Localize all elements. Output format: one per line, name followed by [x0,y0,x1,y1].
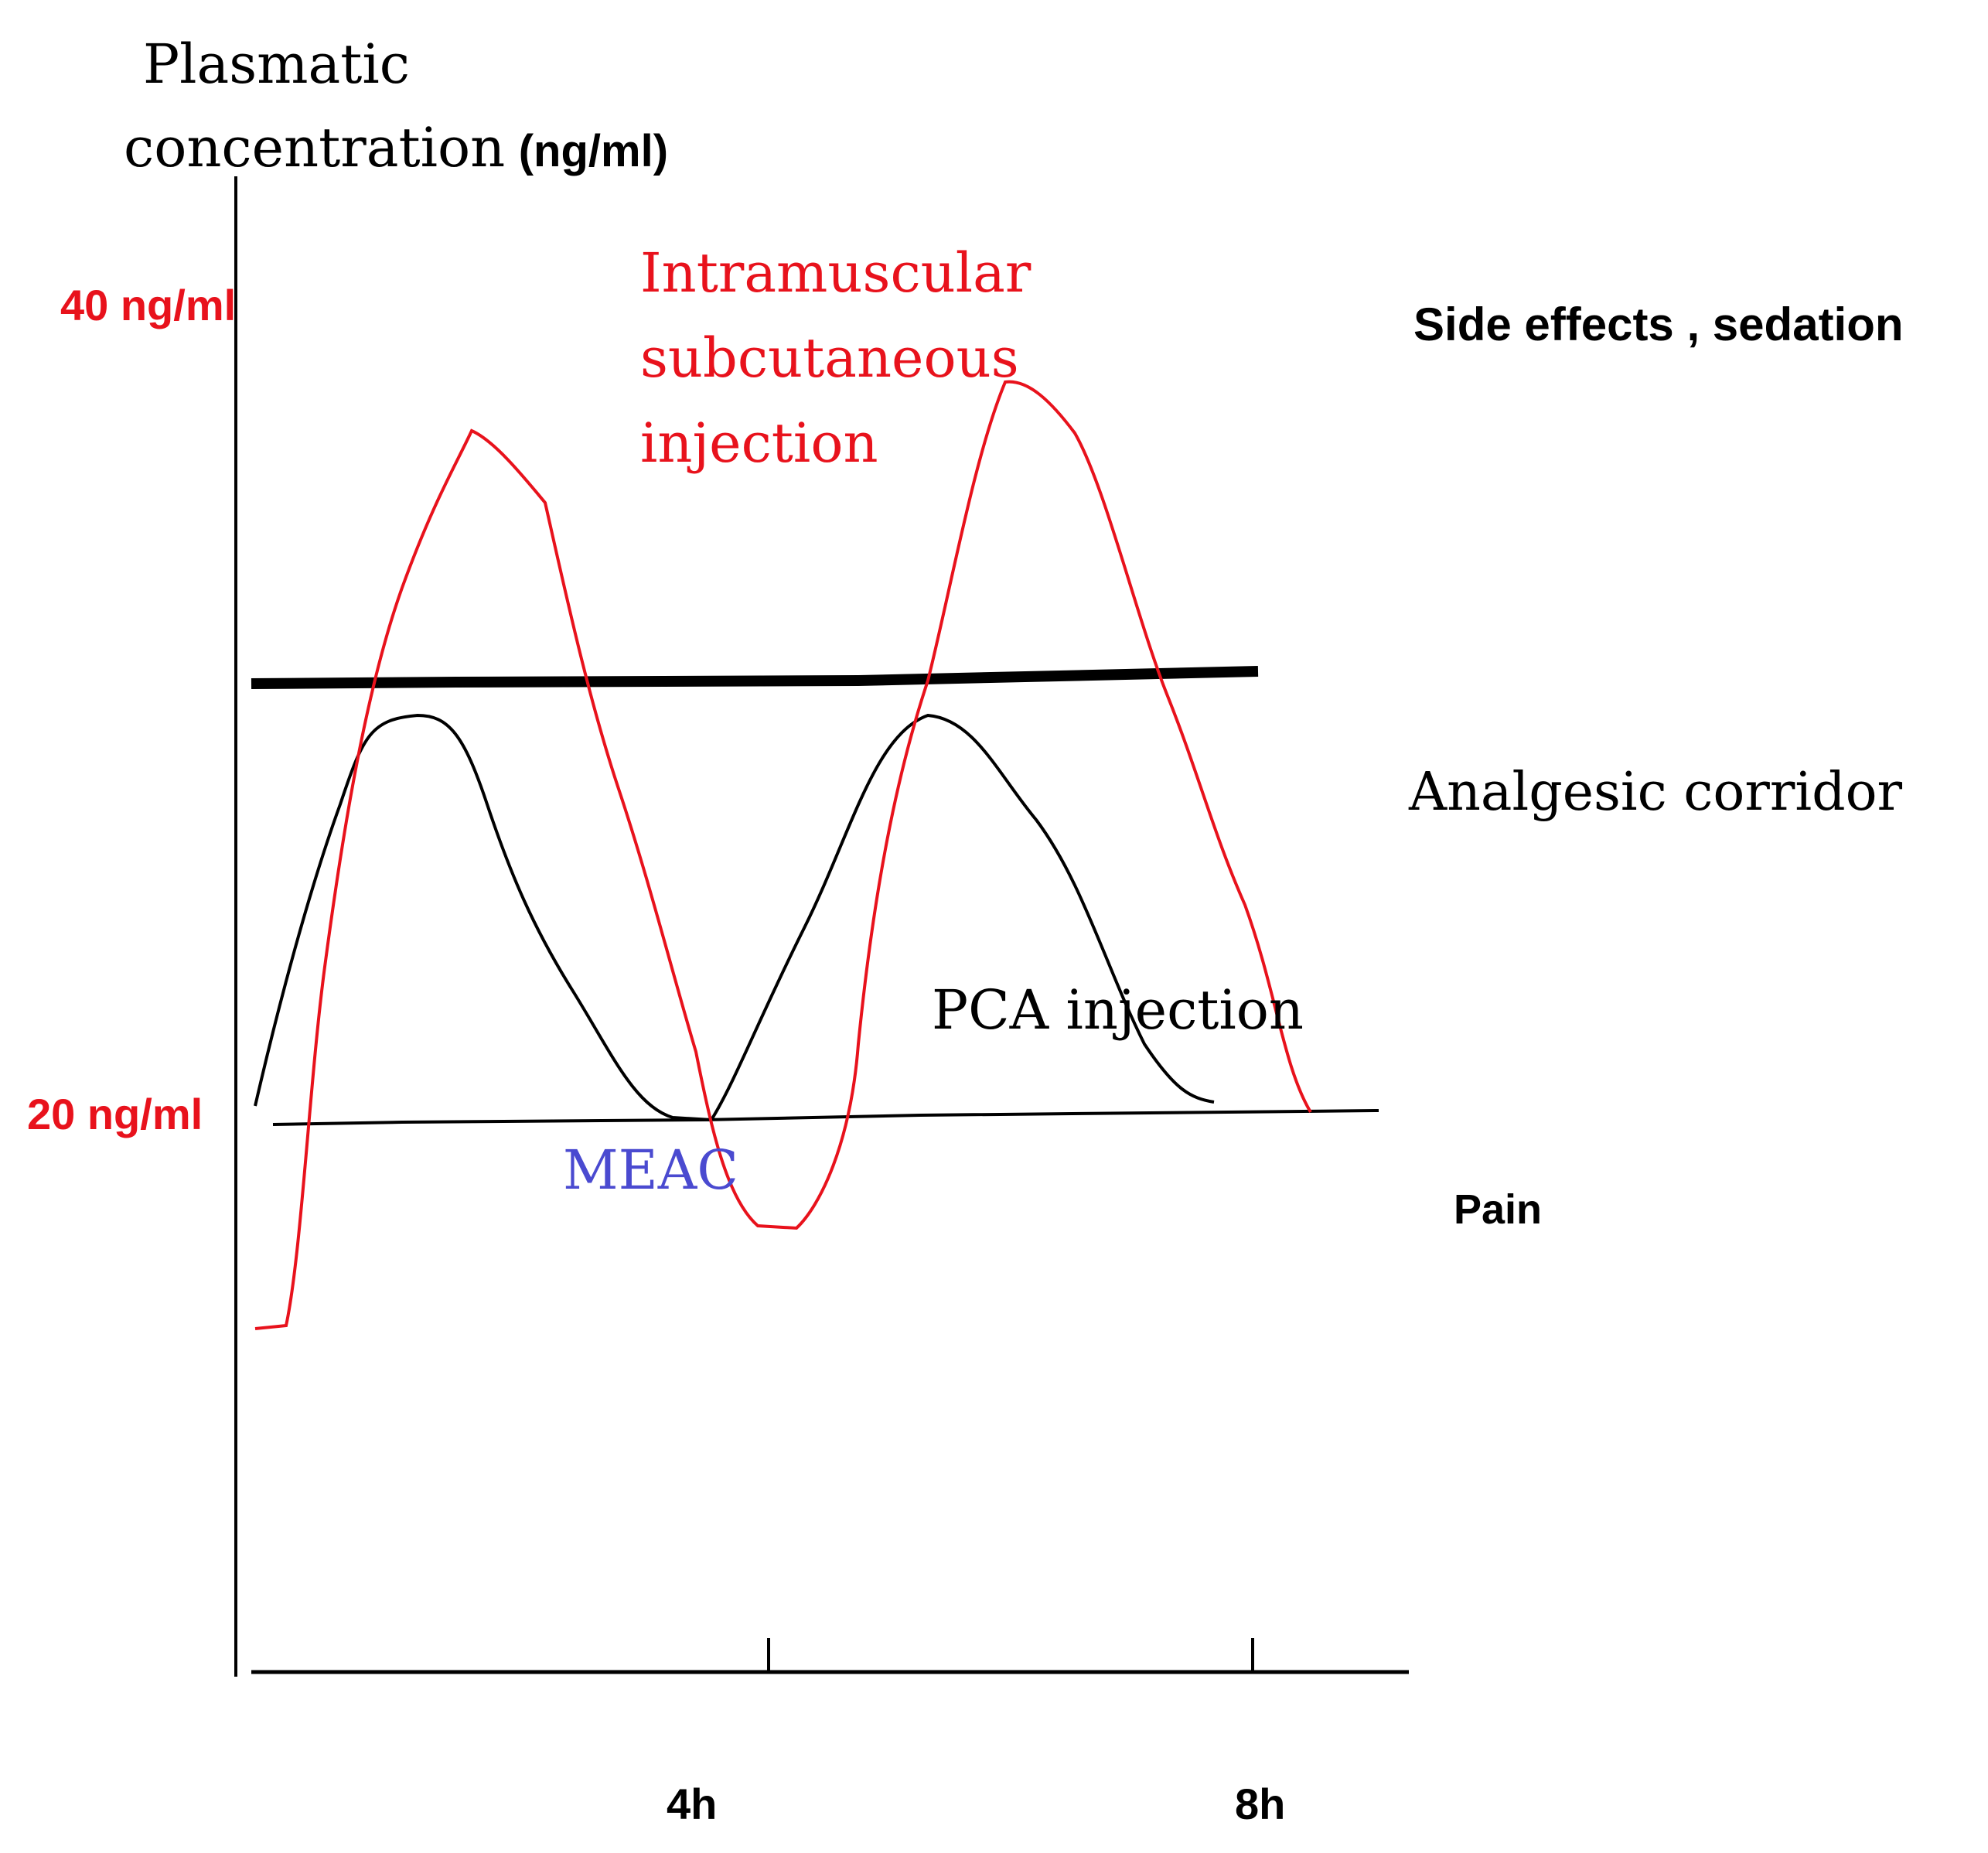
analgesic-corridor-label: Analgesic corridor [1409,762,1903,823]
x-tick-label-4h: 4h [667,1780,718,1828]
y-tick-40: 40 ng/ml [60,281,237,329]
meac-line [272,1109,1379,1126]
intramuscular-curve [254,380,1312,1330]
meac-label: MEAC [563,1138,738,1202]
intramuscular-label-line3: injection [640,411,878,475]
pca-curve [254,713,1215,1122]
pca-injection-label: PCA injection [932,978,1304,1042]
y-axis-title-line1: Plasmatic [143,32,410,96]
y-tick-20: 20 ng/ml [27,1090,203,1138]
side-effects-threshold-line [251,666,1259,689]
intramuscular-label-line1: Intramuscular [640,241,1032,305]
y-axis-title-word: concentration [124,116,506,179]
y-axis-unit: (ng/ml) [518,126,669,176]
intramuscular-label: Intramuscular subcutaneous injection [640,230,1031,486]
pain-label: Pain [1454,1186,1543,1233]
y-axis-title-line2: concentration (ng/ml) [124,116,668,180]
x-tick-label-8h: 8h [1235,1780,1286,1828]
intramuscular-label-line2: subcutaneous [640,326,1019,390]
side-effects-label: Side effects , sedation [1413,299,1904,350]
